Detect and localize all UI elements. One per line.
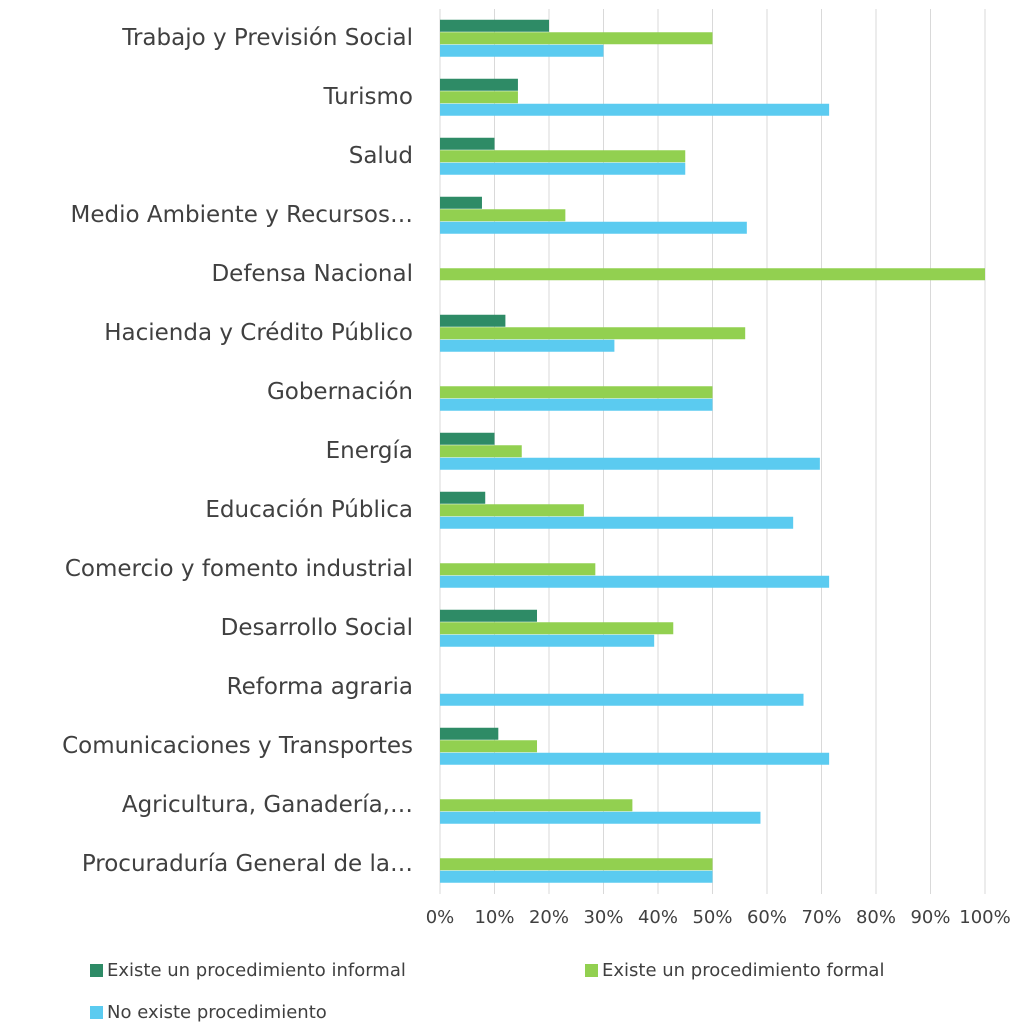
bar (440, 327, 746, 340)
bar (440, 314, 506, 327)
legend-swatch (90, 1006, 103, 1019)
y-tick-label: Agricultura, Ganadería,… (122, 792, 413, 818)
bar (440, 516, 794, 529)
bar (440, 693, 804, 706)
x-tick-label: 20% (529, 907, 569, 928)
bar (440, 91, 518, 104)
bar (440, 137, 495, 150)
x-tick-label: 90% (910, 907, 950, 928)
bar (440, 445, 522, 458)
bar (440, 209, 566, 222)
y-tick-label: Trabajo y Previsión Social (121, 25, 413, 51)
y-tick-label: Procuraduría General de la… (82, 851, 413, 877)
bar (440, 609, 538, 622)
x-tick-label: 0% (426, 907, 455, 928)
x-tick-label: 80% (856, 907, 896, 928)
bar (440, 563, 596, 576)
x-tick-label: 50% (692, 907, 732, 928)
bar (440, 339, 615, 352)
bar (440, 858, 713, 871)
bar (440, 268, 985, 281)
bar (440, 634, 655, 647)
bar (440, 622, 674, 635)
bar (440, 752, 830, 765)
bar (440, 811, 761, 824)
bar (440, 491, 486, 504)
bar (440, 78, 518, 91)
bar (440, 504, 584, 517)
bar (440, 727, 499, 740)
y-tick-label: Comercio y fomento industrial (65, 556, 413, 582)
x-tick-label: 60% (747, 907, 787, 928)
bar (440, 196, 482, 209)
y-tick-label: Energía (326, 438, 413, 464)
x-tick-label: 100% (959, 907, 1010, 928)
y-tick-label: Salud (349, 143, 413, 169)
y-tick-label: Gobernación (267, 379, 413, 405)
bar (440, 32, 713, 45)
y-tick-label: Desarrollo Social (221, 615, 413, 641)
bar (440, 457, 820, 470)
bar (440, 44, 604, 57)
bar (440, 740, 538, 753)
y-tick-label: Educación Pública (205, 497, 413, 523)
y-tick-label: Comunicaciones y Transportes (62, 733, 413, 759)
bar (440, 398, 713, 411)
x-tick-label: 10% (474, 907, 514, 928)
bar (440, 799, 633, 812)
legend-swatch (90, 964, 103, 977)
bar (440, 19, 549, 32)
legend-swatch (585, 964, 598, 977)
legend-label: Existe un procedimiento informal (107, 960, 406, 981)
x-tick-label: 30% (583, 907, 623, 928)
y-tick-label: Hacienda y Crédito Público (104, 320, 413, 346)
bar (440, 870, 713, 883)
y-tick-label: Medio Ambiente y Recursos… (71, 202, 413, 228)
bar (440, 386, 713, 399)
y-tick-label: Defensa Nacional (211, 261, 413, 287)
x-tick-label: 70% (801, 907, 841, 928)
x-tick-label: 40% (638, 907, 678, 928)
bar (440, 575, 830, 588)
y-tick-label: Reforma agraria (227, 674, 413, 700)
bar (440, 221, 747, 234)
bar (440, 162, 686, 175)
legend-label: No existe procedimiento (107, 1002, 327, 1023)
bar (440, 432, 495, 445)
y-tick-label: Turismo (323, 84, 413, 110)
bar (440, 150, 686, 163)
legend-label: Existe un procedimiento formal (602, 960, 884, 981)
bar (440, 103, 830, 116)
